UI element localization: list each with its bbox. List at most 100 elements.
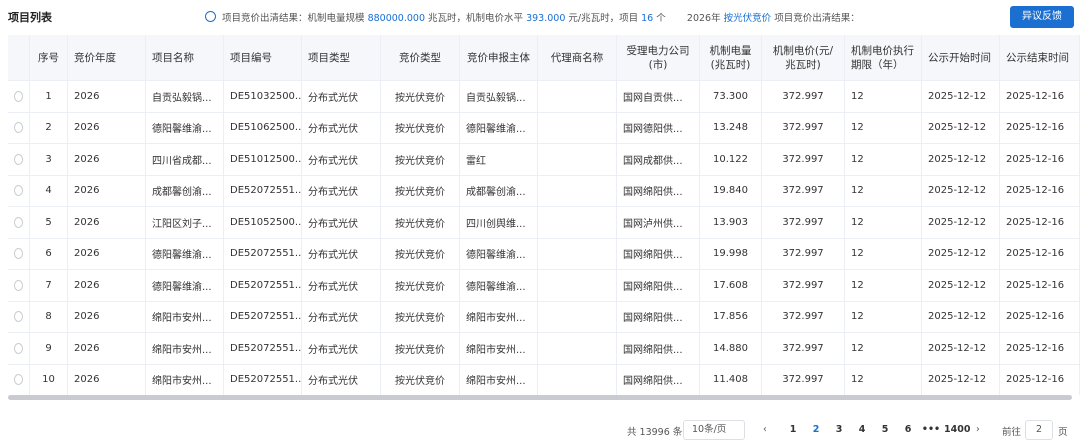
table-cell: 19.840 <box>700 175 762 206</box>
table-cell: 按光伏竞价 <box>381 112 460 143</box>
table-cell: 2025-12-16 <box>1000 301 1080 332</box>
table-cell: 12 <box>845 238 922 269</box>
table-cell: DE52072551... <box>224 333 302 364</box>
radio[interactable] <box>14 279 23 291</box>
table-cell: 2025-12-16 <box>1000 270 1080 301</box>
radio[interactable] <box>14 248 23 260</box>
column-header: 项目类型 <box>302 35 381 80</box>
table-cell: 2025-12-12 <box>922 207 1000 238</box>
table-cell: 12 <box>845 175 922 206</box>
scrollbar[interactable] <box>8 395 1072 400</box>
table-cell: 国网绵阳供... <box>617 301 700 332</box>
table-cell: 江阳区刘子... <box>146 207 224 238</box>
info-icon <box>205 11 216 22</box>
table-cell: 德阳馨维渝... <box>146 238 224 269</box>
goto-label: 前往 <box>1002 427 1022 438</box>
page-size: 10条/页 <box>692 424 727 435</box>
column-header: 代理商名称 <box>538 35 617 80</box>
notice-text: 元/兆瓦时，项目 <box>568 13 639 24</box>
table-cell: 13.248 <box>700 112 762 143</box>
column-header: 机制电价执行期限（年） <box>845 35 922 80</box>
table: 序号 竞价年度 项目名称 项目编号 项目类型 竞价类型 竞价申报主体 代理商名称 受理电力公司(… <box>8 35 1080 395</box>
table-cell: 按光伏竞价 <box>381 333 460 364</box>
radio[interactable] <box>14 342 23 354</box>
table-cell: 2026 <box>68 238 146 269</box>
page-number[interactable]: 1400 <box>944 424 971 435</box>
table-cell: 2025-12-16 <box>1000 112 1080 143</box>
table-cell: 2025-12-12 <box>922 270 1000 301</box>
table-cell: 四川创舆维... <box>460 207 538 238</box>
table-cell: 分布式光伏 <box>302 333 381 364</box>
radio[interactable] <box>14 185 23 197</box>
page-number[interactable]: 5 <box>881 424 889 435</box>
table-cell: 2026 <box>68 207 146 238</box>
table-cell: 国网德阳供... <box>617 112 700 143</box>
table-cell: 国网绵阳供... <box>617 238 700 269</box>
table-cell: 2026 <box>68 144 146 175</box>
table-cell: 自贡弘毅锅... <box>146 81 224 112</box>
table-cell: 372.997 <box>762 238 845 269</box>
table-cell: 372.997 <box>762 333 845 364</box>
radio[interactable] <box>14 122 23 134</box>
notice-text: 项目竞价出清结果：机制电 <box>774 13 855 24</box>
radio[interactable] <box>14 153 23 165</box>
table-cell: 按光伏竞价 <box>381 238 460 269</box>
radio[interactable] <box>14 374 23 386</box>
page-input[interactable]: 2 <box>1025 420 1053 440</box>
table-cell: 国网绵阳供... <box>617 270 700 301</box>
page-number[interactable]: 1 <box>789 424 797 435</box>
page-size-select[interactable]: 10条/页 <box>683 420 745 440</box>
page-number[interactable]: 2 <box>812 424 820 435</box>
page-suffix: 页 <box>1058 427 1068 438</box>
table-row: 2 2026 德阳馨维渝... DE51062500... 分布式光伏 按光伏竞价 德阳馨维… <box>8 112 1080 144</box>
table-cell: 372.997 <box>762 207 845 238</box>
table-cell: 2025-12-16 <box>1000 175 1080 206</box>
table-cell: DE51032500... <box>224 81 302 112</box>
table-row: 7 2026 德阳馨维渝... DE52072551... 分布式光伏 按光伏竞价 德阳馨维… <box>8 270 1080 302</box>
page-number[interactable]: 3 <box>835 424 843 435</box>
table-cell: 12 <box>845 144 922 175</box>
prev-button[interactable]: ‹ <box>763 424 767 435</box>
table-cell: 12 <box>845 207 922 238</box>
table-cell: DE51012500... <box>224 144 302 175</box>
column-header: 序号 <box>30 35 68 80</box>
select-cell <box>8 112 30 143</box>
table-cell: 2025-12-16 <box>1000 238 1080 269</box>
table-cell: 17.856 <box>700 301 762 332</box>
table-cell: 372.997 <box>762 301 845 332</box>
table-cell: 国网自贡供... <box>617 81 700 112</box>
radio[interactable] <box>14 216 23 228</box>
table-row: 5 2026 江阳区刘子... DE51052500... 分布式光伏 按光伏竞价 四川创舆… <box>8 207 1080 239</box>
next-button[interactable]: › <box>976 424 980 435</box>
table-cell: 7 <box>30 270 68 301</box>
table-cell: 12 <box>845 112 922 143</box>
column-header: 公示开始时间 <box>922 35 1000 80</box>
table-cell: 13.903 <box>700 207 762 238</box>
table-cell: 国网绵阳供... <box>617 175 700 206</box>
select-cell <box>8 144 30 175</box>
page-number[interactable]: 6 <box>904 424 912 435</box>
table-cell: 成都馨创渝... <box>146 175 224 206</box>
table-cell: 19.998 <box>700 238 762 269</box>
table-row: 9 2026 绵阳市安州... DE52072551... 分布式光伏 按光伏竞价 绵阳市安… <box>8 333 1080 365</box>
table-cell: 12 <box>845 333 922 364</box>
table-cell: DE52072551... <box>224 364 302 395</box>
table-cell: 10 <box>30 364 68 395</box>
table-cell: 372.997 <box>762 175 845 206</box>
table-cell: 分布式光伏 <box>302 364 381 395</box>
table-cell: 四川省成都... <box>146 144 224 175</box>
table-cell: 2026 <box>68 270 146 301</box>
radio[interactable] <box>14 311 23 323</box>
table-cell: 4 <box>30 175 68 206</box>
radio[interactable] <box>14 90 23 102</box>
column-header: 竞价申报主体 <box>460 35 538 80</box>
page-number[interactable]: 4 <box>858 424 866 435</box>
table-cell: 2025-12-12 <box>922 144 1000 175</box>
table-cell: 按光伏竞价 <box>381 270 460 301</box>
objection-button[interactable]: 异议反馈 <box>1010 6 1074 28</box>
table-cell: 6 <box>30 238 68 269</box>
table-cell: 2026 <box>68 364 146 395</box>
page-number[interactable]: ••• <box>921 424 941 435</box>
table-cell: 绵阳市安州... <box>460 333 538 364</box>
pagination: 共 13996 条 10条/页 ‹ › 前往 2 页 1 2 3 4 5 6 ••• 1400 <box>0 420 1080 442</box>
